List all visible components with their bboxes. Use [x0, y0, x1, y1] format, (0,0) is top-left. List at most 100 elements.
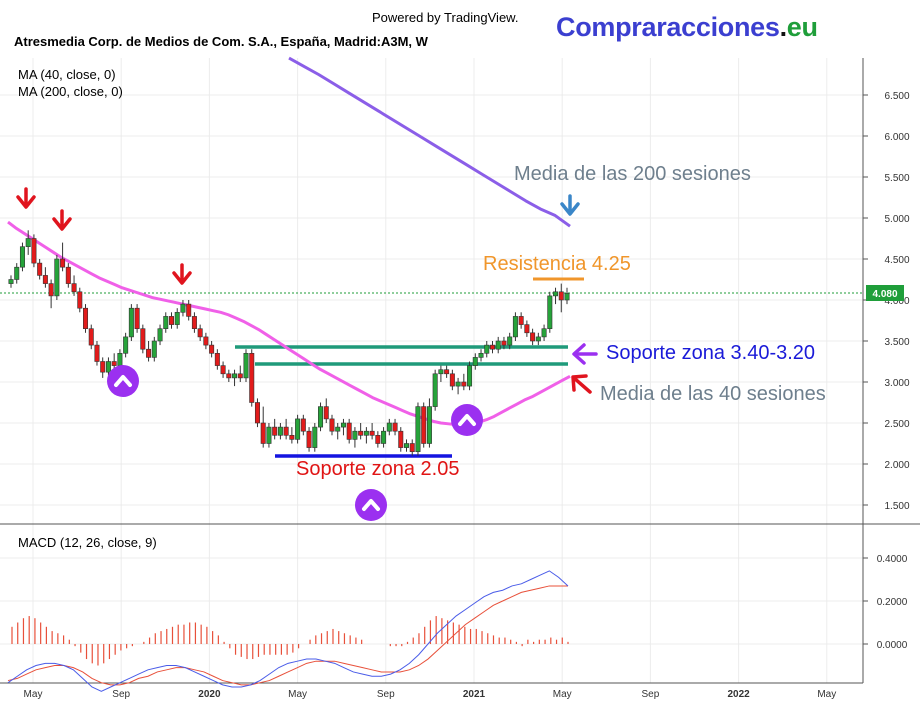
- time-tick-label: Sep: [377, 689, 395, 700]
- red-diagonal-arrow-icon: [571, 374, 592, 394]
- candle-body: [289, 434, 295, 440]
- candle-body: [174, 311, 180, 325]
- candle-body: [358, 430, 364, 436]
- price-tick-label: 2.000: [884, 460, 909, 471]
- time-tick-label: May: [553, 689, 572, 700]
- candle-body: [553, 291, 559, 297]
- candle-body: [472, 357, 478, 366]
- ma40-legend[interactable]: MA (40, close, 0): [18, 67, 116, 82]
- time-tick-label: Sep: [112, 689, 130, 700]
- candle-body: [8, 279, 14, 284]
- macd-legend[interactable]: MACD (12, 26, close, 9): [18, 535, 157, 550]
- candle-body: [449, 373, 455, 387]
- candle-body: [530, 332, 536, 342]
- candle-body: [318, 406, 324, 428]
- candle-body: [501, 340, 507, 346]
- candle-body: [272, 426, 278, 436]
- candle-body: [249, 352, 255, 403]
- candle-body: [444, 369, 450, 375]
- candle-body: [65, 266, 71, 284]
- candle-body: [295, 418, 301, 440]
- candle-body: [409, 443, 415, 452]
- candle-body: [541, 328, 547, 338]
- macd-tick-label: 0.4000: [877, 554, 908, 565]
- candle-body: [168, 316, 174, 325]
- candle-body: [254, 402, 260, 424]
- candle-body: [209, 344, 215, 354]
- candle-body: [375, 434, 381, 444]
- brand-logo[interactable]: Compraracciones.eu: [556, 12, 818, 43]
- macd-plot: [7, 570, 569, 692]
- candle-body: [134, 307, 140, 330]
- candle-body: [455, 381, 461, 387]
- candle-body: [507, 336, 513, 346]
- candle-body: [237, 373, 243, 379]
- candle-body: [312, 426, 318, 448]
- axes: [0, 58, 920, 684]
- macd-axis-labels: 0.0000 0.2000 0.4000: [863, 554, 908, 651]
- candle-body: [363, 430, 369, 436]
- moving-averages: [7, 56, 571, 427]
- price-tick-label: 2.500: [884, 419, 909, 430]
- candle-body: [518, 316, 524, 325]
- candle-body: [37, 262, 43, 276]
- candle-body: [438, 369, 444, 375]
- candle-body: [42, 275, 48, 284]
- candle-body: [432, 373, 438, 407]
- candle-body: [323, 406, 329, 420]
- candle-body: [277, 426, 283, 436]
- purple-up-circle-icon-chevron: [114, 375, 132, 387]
- candle-body: [88, 328, 94, 346]
- macd-signal-line: [7, 585, 568, 686]
- candle-body: [77, 291, 83, 309]
- candle-body: [300, 418, 306, 432]
- candle-body: [426, 406, 432, 444]
- time-tick-label: May: [817, 689, 836, 700]
- candle-body: [404, 443, 410, 448]
- candle-body: [547, 295, 553, 329]
- candle-body: [203, 336, 209, 346]
- candle-body: [140, 328, 146, 350]
- candle-body: [31, 238, 37, 264]
- candle-body: [100, 361, 106, 373]
- candle-body: [123, 336, 129, 354]
- candle-body: [495, 340, 501, 350]
- red-diagonal-arrow-head: [571, 374, 588, 392]
- candle-body: [186, 303, 192, 317]
- brand-suffix: eu: [786, 12, 818, 42]
- time-tick-label: 2022: [727, 689, 750, 700]
- candle-body: [226, 373, 232, 379]
- candle-body: [306, 430, 312, 448]
- candle-body: [381, 430, 387, 444]
- candle-body: [111, 361, 117, 366]
- candle-body: [25, 238, 31, 247]
- candle-body: [14, 266, 20, 280]
- red-down-arrow-icon: [52, 209, 72, 231]
- candle-body: [83, 307, 89, 330]
- candle-body: [19, 246, 25, 268]
- blue-down-arrow-icon: [560, 194, 580, 216]
- ma200-line: [288, 56, 571, 228]
- purple-up-circle-icon: [355, 489, 387, 521]
- candle-body: [266, 426, 272, 444]
- candle-body: [71, 283, 77, 293]
- annotation-soporte-205: Soporte zona 2.05: [296, 458, 460, 480]
- candle-body: [398, 430, 404, 448]
- candle-body: [105, 361, 111, 373]
- candle-body: [220, 365, 226, 375]
- ma200-legend[interactable]: MA (200, close, 0): [18, 84, 123, 99]
- candle-body: [54, 258, 60, 297]
- purple-up-circle-icon-bg: [107, 365, 139, 397]
- candle-body: [60, 258, 66, 268]
- candle-body: [146, 348, 152, 358]
- candle-body: [558, 291, 564, 301]
- candle-body: [232, 373, 238, 379]
- time-tick-label: 2021: [463, 689, 486, 700]
- candle-body: [260, 422, 266, 444]
- price-tick-label: 5.500: [884, 173, 909, 184]
- macd-tick-label: 0.2000: [877, 597, 908, 608]
- candle-body: [352, 430, 358, 440]
- annotation-markers: [16, 187, 598, 521]
- purple-left-arrow-head: [572, 343, 586, 365]
